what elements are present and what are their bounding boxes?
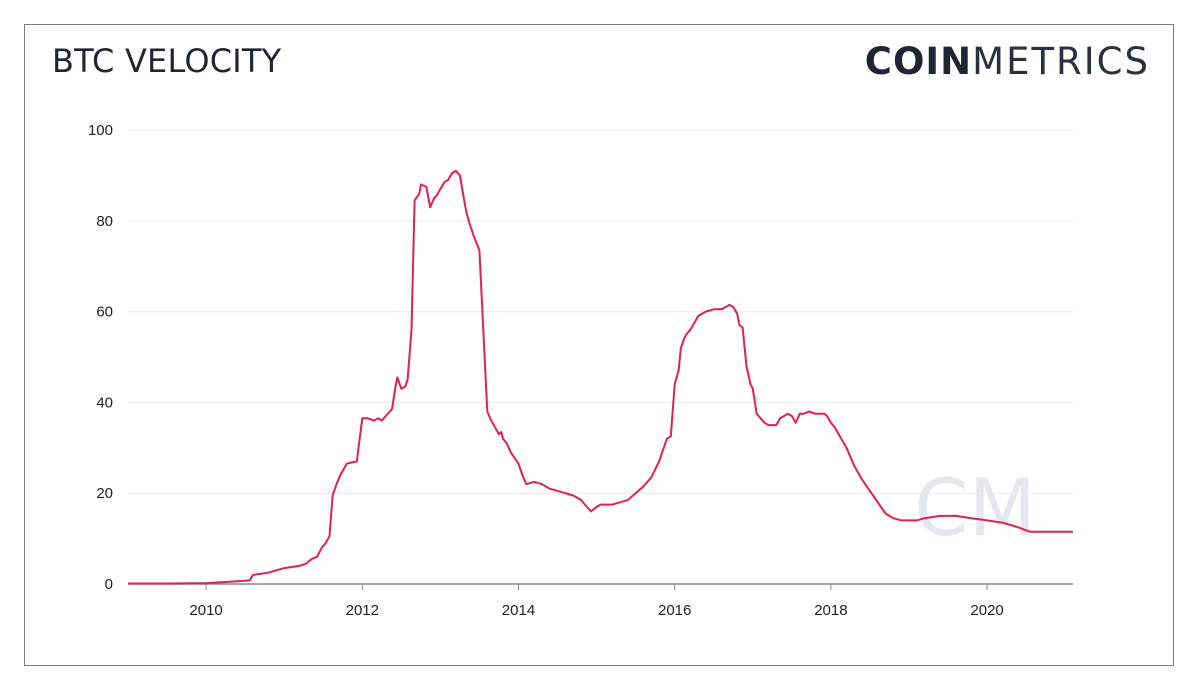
velocity-series-line — [128, 169, 1073, 585]
chart-frame — [24, 24, 1174, 666]
chart-title: BTC VELOCITY — [52, 42, 282, 80]
y-tick-label: 0 — [105, 576, 113, 593]
watermark-text: CM — [914, 464, 1036, 554]
x-tick-label: 2014 — [502, 602, 535, 619]
y-tick-label: 80 — [96, 213, 113, 230]
watermark-logo: CM — [914, 464, 1036, 554]
y-axis-ticks: 0 20 40 60 80 100 — [88, 122, 113, 593]
logo-bold-text: COIN — [864, 40, 973, 83]
x-tick-label: 2018 — [814, 602, 847, 619]
y-tick-label: 100 — [88, 122, 113, 139]
x-tick-label: 2010 — [189, 602, 222, 619]
y-tick-label: 60 — [96, 304, 113, 321]
x-axis-ticks: 2010 2012 2014 2016 2018 2020 — [189, 584, 1004, 619]
x-tick-label: 2012 — [346, 602, 379, 619]
grid-lines — [128, 129, 1073, 494]
x-tick-label: 2020 — [970, 602, 1003, 619]
logo-light-text: METRICS — [972, 40, 1150, 83]
y-tick-label: 40 — [96, 394, 113, 411]
x-tick-label: 2016 — [658, 602, 691, 619]
coinmetrics-logo: COINMETRICS — [865, 40, 1150, 83]
series-group — [128, 169, 1073, 585]
y-tick-label: 20 — [96, 485, 113, 502]
